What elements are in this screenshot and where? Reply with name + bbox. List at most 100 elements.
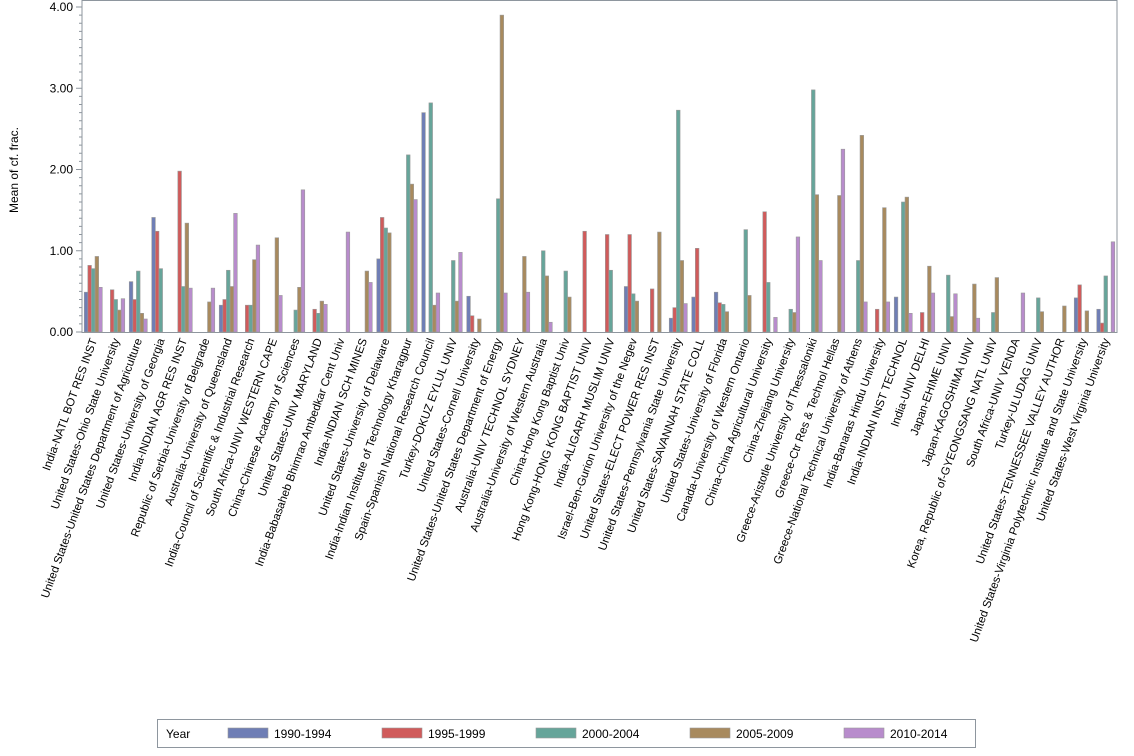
bar-1995-1999 [920,312,925,333]
legend-swatch-2010-2014 [843,727,885,739]
bar-1995-1999 [695,248,700,333]
y-tick-label: 4.00 [50,0,74,14]
legend-swatch-2000-2004 [535,727,577,739]
bar-1990-1994 [893,296,899,333]
bar-2000-2004 [631,293,636,333]
bar-2005-2009 [567,296,572,333]
bar-2010-2014 [345,231,351,333]
bar-2005-2009 [679,260,684,333]
bar-1995-1999 [87,265,92,333]
bar-2010-2014 [818,260,823,333]
legend-label: 1995-1999 [428,727,486,741]
legend-title: Year [166,727,190,741]
bar-2000-2004 [181,286,186,333]
bar-1995-1999 [222,299,227,333]
bar-2005-2009 [139,313,144,333]
bar-2000-2004 [811,89,816,333]
bar-2010-2014 [683,303,688,333]
bar-2005-2009 [882,207,887,333]
bar-2000-2004 [136,270,141,333]
x-tick-label: United States-United States Department o… [40,337,146,600]
bar-2000-2004 [226,269,231,333]
legend-frame [157,719,976,748]
bar-2000-2004 [676,109,681,333]
bar-2000-2004 [541,250,546,333]
bar-2010-2014 [278,295,283,333]
bar-1995-1999 [762,211,767,333]
bar-2000-2004 [788,308,793,333]
bar-2000-2004 [743,229,748,333]
bar-2000-2004 [856,260,861,333]
bar-1990-1994 [466,295,471,333]
bar-2010-2014 [930,292,936,333]
bar-2005-2009 [409,183,414,333]
bar-2005-2009 [972,283,977,333]
bar-1995-1999 [650,288,655,333]
bar-1995-1999 [875,308,880,333]
bar-1995-1999 [672,307,677,333]
bar-2010-2014 [368,282,373,333]
bar-2005-2009 [724,311,729,333]
bar-1995-1999 [132,299,137,333]
y-tick-label: 0.00 [50,325,74,339]
bar-1990-1994 [421,112,426,333]
bar-2005-2009 [994,277,999,333]
bar-2005-2009 [1084,310,1089,333]
bar-2005-2009 [184,222,189,333]
bar-1990-1994 [691,296,696,333]
legend-label: 1990-1994 [274,727,332,741]
legend-swatch-2005-2009 [689,727,731,739]
legend-swatch-1990-1994 [227,727,269,739]
bar-2010-2014 [413,199,418,333]
bar-1990-1994 [83,291,89,333]
legend-label: 2005-2009 [736,727,794,741]
bar-2005-2009 [274,237,279,333]
bar-2005-2009 [837,195,842,333]
bar-2010-2014 [525,291,531,333]
bar-1995-1999 [1100,322,1105,333]
bar-2005-2009 [1039,311,1044,333]
bar-2000-2004 [91,268,96,333]
bar-2005-2009 [499,14,504,333]
plot-frame [81,0,1118,333]
bar-2005-2009 [387,232,392,333]
bar-1990-1994 [151,217,156,333]
legend-swatch-1995-1999 [381,727,423,739]
bar-1990-1994 [668,317,674,333]
bar-2010-2014 [548,321,553,333]
bar-2010-2014 [885,301,891,333]
bar-2005-2009 [949,316,954,333]
bar-2005-2009 [634,300,639,333]
bar-2010-2014 [323,304,328,333]
bar-1990-1994 [713,291,719,333]
bar-2005-2009 [297,287,302,333]
y-tick-label: 1.00 [50,244,74,258]
bar-2000-2004 [901,201,906,333]
bar-2000-2004 [113,299,118,333]
bar-2000-2004 [1036,297,1041,333]
bar-1995-1999 [380,217,385,333]
bar-2000-2004 [563,270,568,333]
bar-1990-1994 [128,281,134,333]
bar-2000-2004 [383,227,388,333]
bar-2000-2004 [406,154,411,333]
bar-2010-2014 [210,287,216,333]
bar-2005-2009 [207,301,212,333]
bar-2010-2014 [863,301,868,333]
legend: Year 1990-1994 1995-1999 2000-2004 2005-200… [157,719,976,748]
bar-1990-1994 [218,304,224,333]
bar-2000-2004 [428,102,433,333]
legend-label: 2010-2014 [890,727,948,741]
bar-2000-2004 [608,269,613,333]
bar-2005-2009 [747,295,752,333]
bars-group [83,14,1116,333]
bar-1995-1999 [177,170,182,333]
bar-2000-2004 [248,304,253,333]
bar-1990-1994 [1096,308,1101,333]
bar-2005-2009 [792,312,797,333]
bar-2010-2014 [908,313,913,333]
bar-2000-2004 [1103,275,1108,333]
